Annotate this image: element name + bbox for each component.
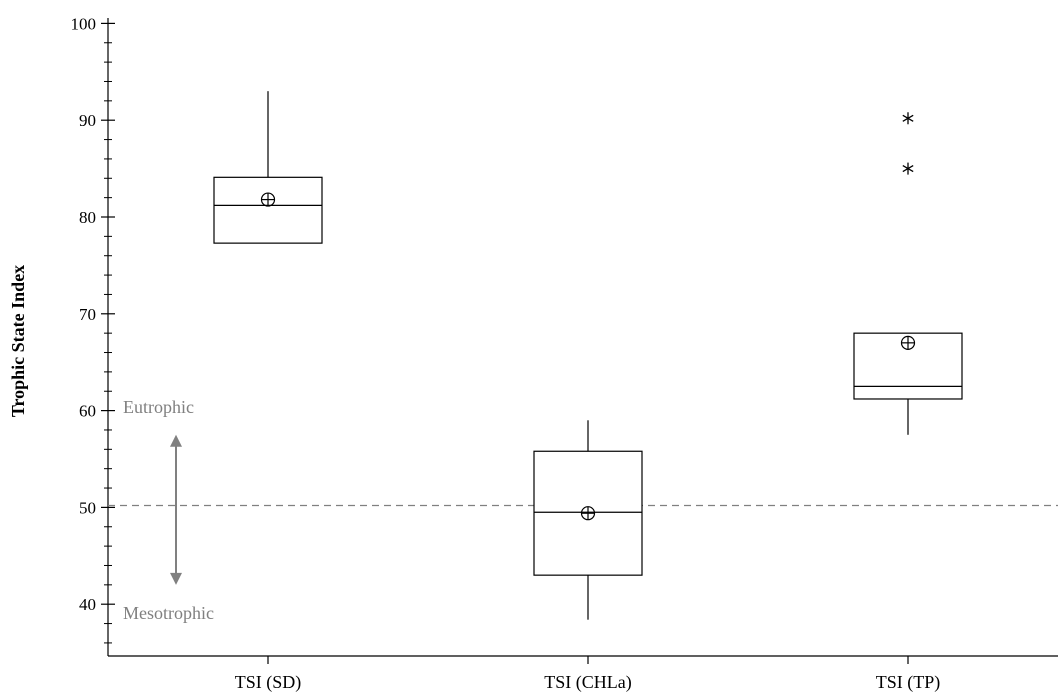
y-tick-label: 40 — [79, 595, 96, 614]
annotation-layer: Eutrophic Mesotrophic — [123, 397, 214, 623]
iqr-box — [213, 176, 323, 244]
box-3 — [853, 112, 963, 435]
y-tick-label: 80 — [79, 208, 96, 227]
labels-layer: Trophic State Index 40 50 60 70 80 90 100 TSI (… — [8, 14, 940, 693]
y-tick-label: 50 — [79, 498, 96, 517]
iqr-box — [853, 332, 963, 400]
eutrophic-annotation: Eutrophic — [123, 397, 194, 417]
y-tick-label: 60 — [79, 402, 96, 421]
x-category-label: TSI (SD) — [235, 672, 302, 693]
y-tick-label: 90 — [79, 111, 96, 130]
boxes-layer — [213, 91, 963, 620]
x-category-label: TSI (TP) — [876, 672, 941, 693]
outlier-marker — [902, 162, 914, 175]
box-2 — [533, 420, 643, 620]
range-arrow-head-up — [170, 434, 182, 447]
y-tick-label: 70 — [79, 305, 96, 324]
y-axis-title: Trophic State Index — [8, 265, 28, 417]
range-arrow-head-down — [170, 572, 182, 585]
y-tick-label: 100 — [71, 14, 97, 33]
axes — [101, 18, 1058, 664]
outlier-marker — [902, 112, 914, 125]
outlier-stroke — [902, 114, 914, 122]
outlier-stroke — [902, 165, 914, 173]
mesotrophic-annotation: Mesotrophic — [123, 603, 214, 623]
box-1 — [213, 91, 323, 244]
x-category-label: TSI (CHLa) — [544, 672, 631, 693]
